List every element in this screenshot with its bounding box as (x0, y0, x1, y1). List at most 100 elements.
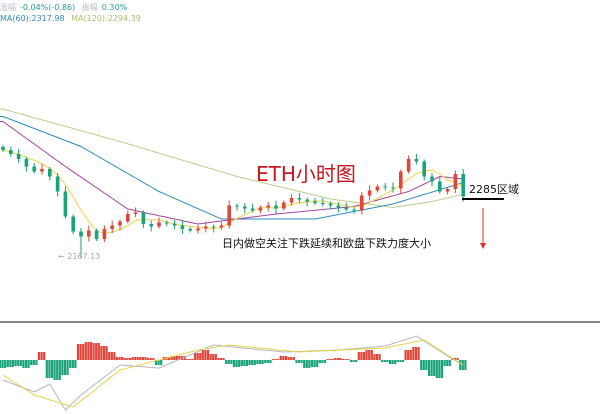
candle (375, 184, 380, 193)
candle-body (399, 171, 403, 189)
candle-body (71, 216, 75, 232)
candle (79, 228, 83, 258)
candle (141, 210, 146, 228)
candle-body (250, 208, 255, 211)
amplitude-value: 0.30% (101, 3, 128, 12)
candle (32, 163, 36, 174)
trade-note: 日内做空关注下跌延续和欧盘下跌力度大小 (222, 237, 431, 250)
candle (48, 167, 52, 181)
candle-body (235, 205, 239, 207)
candle-body (196, 228, 200, 231)
candle (16, 149, 21, 163)
candle-body (55, 176, 60, 192)
candle-body (227, 205, 231, 226)
candle (94, 228, 99, 241)
ma-legend: MA(60):2317.98 MA(120):2294.39 (0, 14, 145, 23)
candle-body (94, 230, 99, 239)
candle-body (165, 222, 169, 224)
candle (289, 194, 294, 206)
candle-body (79, 231, 83, 237)
candle (438, 176, 442, 194)
candle-body (305, 199, 309, 202)
candle (250, 203, 255, 213)
candle-body (266, 205, 270, 208)
candle (196, 225, 200, 234)
candle-body (297, 198, 302, 200)
candle-body (336, 205, 341, 208)
candle-body (141, 212, 146, 224)
candle (71, 214, 75, 235)
candle-body (282, 202, 286, 209)
candle (204, 221, 208, 233)
candle (406, 155, 411, 174)
candle-body (453, 174, 458, 189)
candle (172, 220, 177, 230)
candle-body (258, 207, 263, 211)
candle-body (414, 159, 419, 162)
candle-body (438, 181, 442, 192)
candle-body (430, 176, 434, 182)
candle-body (352, 209, 356, 211)
candle-body (383, 186, 387, 188)
ma-short-line (2, 149, 464, 234)
candle (243, 203, 247, 214)
candle (414, 154, 419, 165)
candle (367, 185, 372, 201)
candle (133, 207, 138, 217)
candle-body (40, 169, 44, 172)
zone-label: 2285区域 (469, 183, 519, 196)
candle (297, 193, 302, 204)
candle (274, 200, 278, 214)
candle (282, 200, 286, 211)
ma120-line (0, 108, 464, 209)
ma120-legend: MA(120):2294.39 (71, 14, 141, 23)
candle-body (344, 207, 348, 210)
candle-body (422, 161, 426, 177)
candle-body (32, 166, 36, 172)
candle (24, 157, 29, 172)
candle (40, 164, 44, 175)
candle (157, 217, 161, 229)
candle (383, 183, 387, 191)
candle (110, 220, 114, 233)
candle (352, 207, 356, 214)
candle-body (445, 189, 450, 192)
chart-title: ETH小时图 (256, 162, 356, 186)
macd-dea-line (2, 339, 464, 408)
candle-body (172, 223, 177, 226)
candle-body (461, 174, 465, 197)
candle (445, 187, 450, 195)
candle-body (63, 191, 68, 217)
candle (149, 220, 153, 232)
candle (1, 145, 5, 152)
candle (391, 182, 395, 193)
candle-body (289, 198, 294, 203)
candle-body (110, 225, 114, 229)
candle-body (48, 169, 52, 177)
candle (461, 169, 465, 202)
change-value: -0.04%(-0.86) (20, 3, 76, 12)
candle (430, 173, 434, 187)
candle (118, 219, 122, 231)
candle-body (204, 226, 208, 229)
candle-body (367, 190, 372, 196)
ma60-line (0, 116, 464, 220)
candle-body (375, 186, 380, 191)
candle (219, 222, 224, 230)
candle-body (157, 222, 161, 227)
candle (211, 224, 216, 233)
candle-body (360, 195, 364, 211)
candle (102, 225, 107, 242)
macd-dif-line (2, 335, 464, 411)
candle-body (219, 225, 224, 228)
candle (336, 202, 341, 213)
candle (258, 205, 263, 214)
candle (399, 169, 403, 194)
candle (188, 227, 192, 233)
candle (313, 198, 317, 205)
candle (180, 220, 185, 234)
candle (235, 203, 239, 211)
candle-body (16, 154, 21, 159)
candle (165, 220, 169, 227)
